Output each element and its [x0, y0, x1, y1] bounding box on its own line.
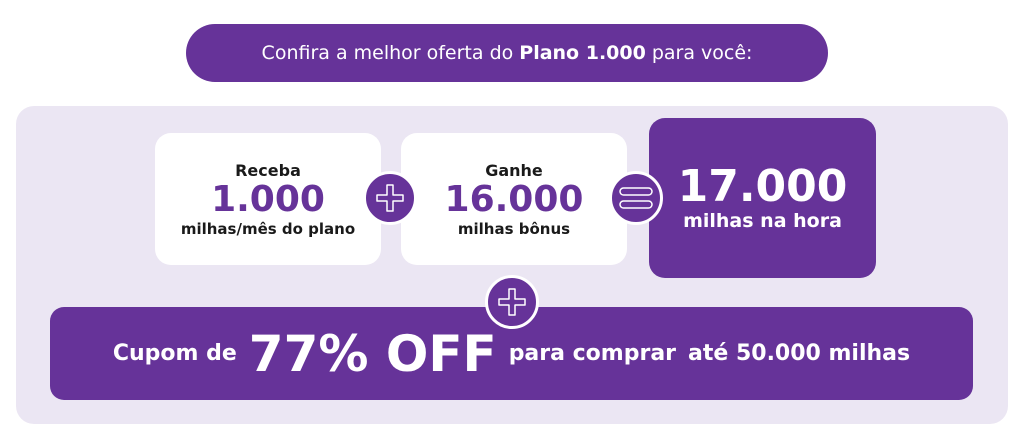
- total-miles-card: 17.000 milhas na hora: [649, 118, 876, 278]
- title-plan: Plano 1.000: [519, 42, 646, 64]
- offer-title: Confira a melhor oferta do Plano 1.000 p…: [186, 24, 828, 82]
- coupon-suffix: até 50.000 milhas: [688, 341, 911, 366]
- coupon-discount: 77% OFF: [248, 324, 497, 383]
- card-label: Ganhe: [485, 160, 543, 180]
- card-value: 16.000: [444, 178, 584, 220]
- card-sub: milhas bônus: [457, 219, 571, 238]
- coupon-prefix: Cupom de: [112, 341, 237, 366]
- plus-icon: [363, 171, 417, 225]
- title-suffix: para você:: [651, 42, 753, 64]
- total-sub: milhas na hora: [683, 210, 842, 232]
- title-prefix: Confira a melhor oferta do: [261, 42, 514, 64]
- plus-icon: [485, 275, 539, 329]
- card-label: Receba: [235, 160, 301, 180]
- equals-icon: [609, 171, 663, 225]
- card-value: 1.000: [211, 178, 325, 220]
- bonus-miles-card: Ganhe 16.000 milhas bônus: [401, 133, 627, 265]
- card-sub: milhas/mês do plano: [180, 219, 356, 238]
- coupon-middle: para comprar: [508, 341, 677, 366]
- total-value: 17.000: [677, 161, 848, 212]
- monthly-miles-card: Receba 1.000 milhas/mês do plano: [155, 133, 381, 265]
